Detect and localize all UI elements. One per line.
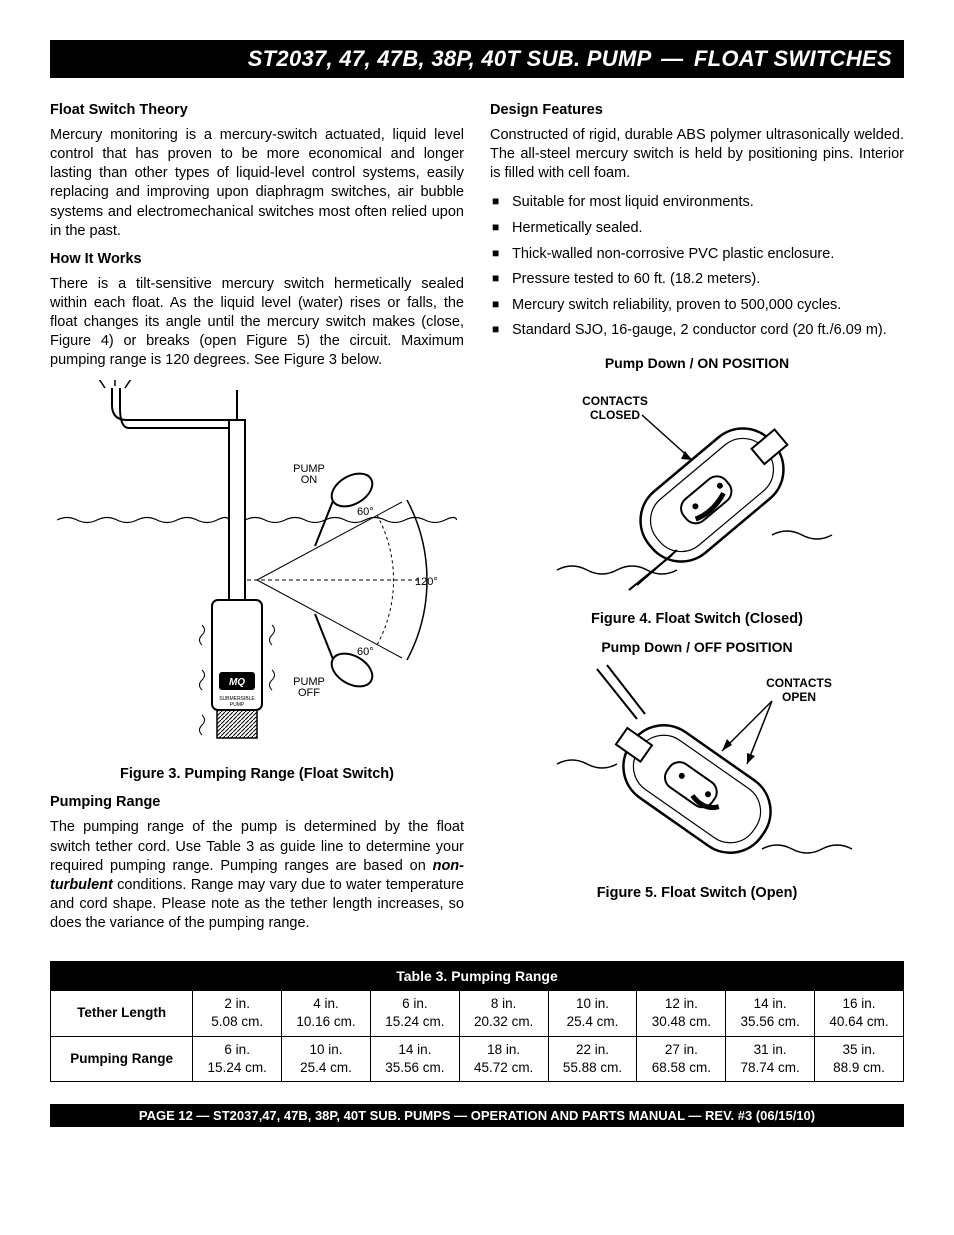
table-row: Pumping Range 6 in.15.24 cm. 10 in.25.4 … bbox=[51, 1036, 904, 1081]
table-cell: 14 in.35.56 cm. bbox=[370, 1036, 459, 1081]
table-cell: 10 in.25.4 cm. bbox=[548, 991, 637, 1036]
label-120: 120° bbox=[415, 576, 438, 588]
table-cell: 35 in.88.9 cm. bbox=[815, 1036, 904, 1081]
table-cell: 22 in.55.88 cm. bbox=[548, 1036, 637, 1081]
table-cell: 8 in.20.32 cm. bbox=[459, 991, 548, 1036]
label-60b: 60° bbox=[357, 646, 374, 658]
table-cell: 27 in.68.58 cm. bbox=[637, 1036, 726, 1081]
label-pump-on: PUMPON bbox=[293, 463, 325, 486]
feature-item: Pressure tested to 60 ft. (18.2 meters). bbox=[490, 270, 904, 290]
figure-5-diagram: CONTACTS OPEN bbox=[490, 659, 904, 879]
para-theory: Mercury monitoring is a mercury-switch a… bbox=[50, 126, 464, 241]
figure-4: Pump Down / ON POSITION CONTACTS CLOSED bbox=[490, 355, 904, 627]
figure-5-caption: Figure 5. Float Switch (Open) bbox=[490, 885, 904, 901]
figure-3-caption: Figure 3. Pumping Range (Float Switch) bbox=[50, 766, 464, 782]
para-design-features: Constructed of rigid, durable ABS polyme… bbox=[490, 126, 904, 183]
table-cell: 2 in.5.08 cm. bbox=[193, 991, 282, 1036]
header-section: FLOAT SWITCHES bbox=[694, 46, 892, 71]
header-bar: ST2037, 47, 47B, 38P, 40T SUB. PUMP — FL… bbox=[50, 40, 904, 78]
svg-text:PUMP: PUMP bbox=[230, 702, 245, 708]
table-cell: 12 in.30.48 cm. bbox=[637, 991, 726, 1036]
heading-design-features: Design Features bbox=[490, 102, 904, 118]
feature-item: Mercury switch reliability, proven to 50… bbox=[490, 296, 904, 316]
features-list: Suitable for most liquid environments. H… bbox=[490, 193, 904, 340]
figure-5: Pump Down / OFF POSITION CONTACTS OPEN bbox=[490, 639, 904, 901]
heading-float-switch-theory: Float Switch Theory bbox=[50, 102, 464, 118]
pumping-range-svg: PUMPON 60° 120° 60° PUMPOFF MQ SUBMERSIB… bbox=[57, 380, 457, 760]
label-pump-off: PUMPOFF bbox=[293, 676, 325, 699]
label-60a: 60° bbox=[357, 506, 374, 518]
figure-3: PUMPON 60° 120° 60° PUMPOFF MQ SUBMERSIB… bbox=[50, 380, 464, 782]
heading-how-it-works: How It Works bbox=[50, 251, 464, 267]
table-title: Table 3. Pumping Range bbox=[51, 962, 904, 991]
logo-mq: MQ bbox=[229, 677, 245, 688]
feature-item: Hermetically sealed. bbox=[490, 219, 904, 239]
table-cell: 14 in.35.56 cm. bbox=[726, 991, 815, 1036]
figure-4-title: Pump Down / ON POSITION bbox=[490, 355, 904, 371]
table-cell: 6 in.15.24 cm. bbox=[370, 991, 459, 1036]
footer-bar: PAGE 12 — ST2037,47, 47B, 38P, 40T SUB. … bbox=[50, 1104, 904, 1127]
para-how-it-works: There is a tilt-sensitive mercury switch… bbox=[50, 275, 464, 371]
row-head-range: Pumping Range bbox=[51, 1036, 193, 1081]
table-row: Tether Length 2 in.5.08 cm. 4 in.10.16 c… bbox=[51, 991, 904, 1036]
label-contacts-closed: CLOSED bbox=[590, 408, 640, 422]
table-cell: 16 in.40.64 cm. bbox=[815, 991, 904, 1036]
table-cell: 31 in.78.74 cm. bbox=[726, 1036, 815, 1081]
two-column-layout: Float Switch Theory Mercury monitoring i… bbox=[50, 98, 904, 943]
table-pumping-range: Table 3. Pumping Range Tether Length 2 i… bbox=[50, 961, 904, 1082]
feature-item: Standard SJO, 16-gauge, 2 conductor cord… bbox=[490, 321, 904, 341]
table-cell: 18 in.45.72 cm. bbox=[459, 1036, 548, 1081]
para-pumping-range: The pumping range of the pump is determi… bbox=[50, 818, 464, 933]
figure-4-diagram: CONTACTS CLOSED bbox=[490, 375, 904, 605]
row-head-tether: Tether Length bbox=[51, 991, 193, 1036]
feature-item: Suitable for most liquid environments. bbox=[490, 193, 904, 213]
table-cell: 4 in.10.16 cm. bbox=[282, 991, 371, 1036]
table-cell: 6 in.15.24 cm. bbox=[193, 1036, 282, 1081]
header-dash: — bbox=[657, 46, 687, 71]
figure-5-title: Pump Down / OFF POSITION bbox=[490, 639, 904, 655]
right-column: Design Features Constructed of rigid, du… bbox=[490, 98, 904, 943]
table-cell: 10 in.25.4 cm. bbox=[282, 1036, 371, 1081]
float-open-svg: CONTACTS OPEN bbox=[537, 659, 857, 879]
feature-item: Thick-walled non-corrosive PVC plastic e… bbox=[490, 245, 904, 265]
float-closed-svg: CONTACTS CLOSED bbox=[537, 375, 857, 605]
svg-text:CONTACTS: CONTACTS bbox=[582, 394, 648, 408]
svg-text:CONTACTS: CONTACTS bbox=[766, 676, 832, 690]
header-models: ST2037, 47, 47B, 38P, 40T SUB. PUMP bbox=[248, 46, 651, 71]
heading-pumping-range: Pumping Range bbox=[50, 794, 464, 810]
figure-3-diagram: PUMPON 60° 120° 60° PUMPOFF MQ SUBMERSIB… bbox=[50, 380, 464, 760]
figure-4-caption: Figure 4. Float Switch (Closed) bbox=[490, 611, 904, 627]
left-column: Float Switch Theory Mercury monitoring i… bbox=[50, 98, 464, 943]
label-contacts-open: OPEN bbox=[782, 690, 816, 704]
